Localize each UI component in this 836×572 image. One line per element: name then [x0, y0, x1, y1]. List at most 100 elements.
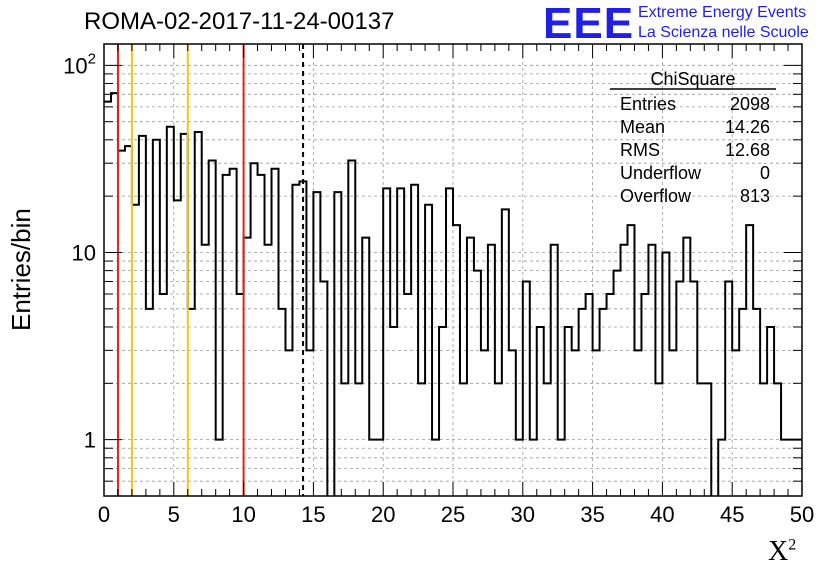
histogram-series: [104, 92, 802, 496]
stats-row-label: Underflow: [620, 163, 702, 183]
histogram-bin: [174, 200, 181, 496]
histogram-bin: [418, 383, 425, 496]
histogram-bin: [313, 192, 320, 496]
histogram-bin: [586, 294, 593, 496]
histogram-bin: [502, 209, 509, 496]
histogram-bin: [516, 440, 523, 496]
histogram-bin: [202, 245, 209, 496]
stats-row-value: 2098: [730, 94, 770, 114]
histogram-bin: [320, 281, 327, 496]
histogram-bin: [383, 188, 390, 496]
histogram-bin: [139, 136, 146, 496]
histogram-bin: [544, 383, 551, 496]
histogram-bin: [683, 238, 690, 496]
histogram-bin: [634, 350, 641, 496]
histogram-bin: [474, 271, 481, 496]
stats-row-label: Overflow: [620, 186, 692, 206]
histogram-bin: [376, 440, 383, 496]
histogram-bin: [551, 245, 558, 496]
histogram-bin: [111, 93, 118, 496]
histogram-bin: [565, 327, 572, 496]
histogram-bin: [558, 440, 565, 496]
histogram-bin: [362, 238, 369, 496]
histogram-bin: [167, 127, 174, 496]
histogram-bin: [104, 102, 111, 496]
histogram-bin: [614, 271, 621, 496]
histogram-bin: [258, 175, 265, 496]
histogram-bin: [760, 383, 767, 496]
histogram-bin: [188, 309, 195, 496]
histogram-bin: [160, 294, 167, 496]
stats-box: ChiSquare Entries 2098 Mean 14.26 RMS 12.68 Und…: [610, 69, 776, 206]
histogram-bin: [572, 350, 579, 496]
histogram-bin: [425, 205, 432, 496]
histogram-bin: [209, 161, 216, 496]
histogram-bin: [530, 440, 537, 496]
eee-logo: EEE: [543, 0, 635, 48]
histogram-bin: [132, 205, 139, 496]
histogram-bin: [690, 281, 697, 496]
histogram-bin: [446, 188, 453, 496]
y-tick-label: 10: [72, 240, 96, 265]
histogram-bin: [537, 327, 544, 496]
histogram-bin: [369, 440, 376, 496]
histogram-bin: [669, 350, 676, 496]
histogram-bin: [404, 294, 411, 496]
histogram-bin: [153, 140, 160, 496]
histogram-bin: [411, 185, 418, 496]
x-axis-label: X2: [768, 536, 796, 568]
histogram-bin: [334, 192, 341, 496]
histogram-bin: [244, 238, 251, 496]
histogram-bin: [641, 294, 648, 496]
histogram-bin: [593, 350, 600, 496]
histogram-bin: [746, 225, 753, 496]
histogram-bin: [251, 163, 258, 496]
x-tick-label: 0: [98, 502, 110, 527]
histogram-bin: [509, 350, 516, 496]
histogram-bin: [146, 309, 153, 496]
histogram-bin: [739, 309, 746, 496]
x-tick-label: 40: [650, 502, 674, 527]
histogram-bin: [285, 350, 292, 496]
histogram-bin: [523, 281, 530, 496]
histogram-bin: [439, 327, 446, 496]
histogram-bin: [676, 281, 683, 496]
histogram-bin: [230, 169, 237, 496]
histogram-bin: [292, 185, 299, 496]
histogram-bin: [718, 440, 725, 496]
stats-box-title: ChiSquare: [650, 69, 735, 89]
histogram-bin: [125, 146, 132, 496]
x-tick-label: 10: [231, 502, 255, 527]
histogram-bin: [732, 350, 739, 496]
histogram-bin: [579, 309, 586, 496]
histogram-bin: [432, 440, 439, 496]
histogram-bin: [279, 309, 286, 496]
histogram-bin: [195, 132, 202, 496]
histogram-bin: [781, 440, 788, 496]
x-tick-label: 5: [168, 502, 180, 527]
histogram-bin: [488, 245, 495, 496]
logo-line-2: La Scienza nelle Scuole: [638, 24, 809, 41]
histogram-bin: [341, 383, 348, 496]
histogram-bin: [118, 151, 125, 496]
histogram-bin: [607, 294, 614, 496]
histogram-bin: [355, 383, 362, 496]
stats-row-label: RMS: [620, 140, 660, 160]
histogram-bin: [753, 309, 760, 496]
x-tick-label: 50: [790, 502, 814, 527]
histogram-bin: [648, 245, 655, 496]
histogram-bin: [348, 161, 355, 496]
histogram-bin: [621, 245, 628, 496]
x-tick-label: 25: [441, 502, 465, 527]
logo-line-1: Extreme Energy Events: [638, 4, 807, 21]
histogram-bin: [397, 188, 404, 496]
histogram-bin: [767, 327, 774, 496]
x-tick-label: 45: [720, 502, 744, 527]
stats-row-value: 813: [740, 186, 770, 206]
histogram-bin: [265, 245, 272, 496]
x-tick-label: 15: [301, 502, 325, 527]
histogram-bin: [628, 225, 635, 496]
y-tick-label: 102: [63, 50, 96, 78]
histogram-bin: [662, 252, 669, 496]
